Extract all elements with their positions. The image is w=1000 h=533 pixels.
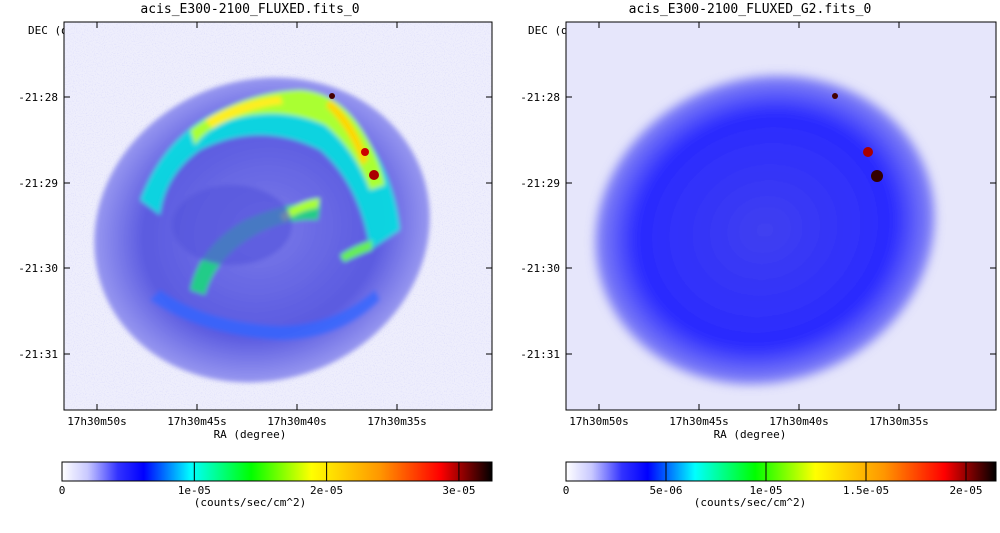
colorbar [61,461,493,482]
colorbar-tick-label: 0 [59,484,66,497]
colorbar-tick-label: 1.5e-05 [843,484,889,497]
colorbar-tick-label: 3e-05 [442,484,475,497]
ra-tick-label: 17h30m40s [769,415,829,428]
ra-tick-label: 17h30m50s [569,415,629,428]
ra-tick-marks: 17h30m50s 17h30m45s 17h30m40s 17h30m35s [569,22,929,428]
dec-tick-marks: -21:28 -21:29 -21:30 -21:31 [520,91,996,361]
colorbar-tick-label: 0 [563,484,570,497]
ra-tick-marks: 17h30m50s 17h30m45s 17h30m40s 17h30m35s [67,22,427,428]
image-title: acis_E300-2100_FLUXED_G2.fits_0 [628,2,872,17]
dec-tick-label: -21:31 [520,348,560,361]
left-figure: -21:28-21:29-21:30-21:31 17h30m50s 17h30m… [18,21,493,497]
colorbar-tick-label: 1e-05 [178,484,211,497]
ra-tick-label: 17h30m50s [67,415,127,428]
dec-tick-label: -21:29 [520,177,560,190]
right-figure: -21:28-21:29-21:30-21:31 17h30m50s 17h30m… [520,21,997,497]
ra-tick-label: 17h30m35s [367,415,427,428]
ra-axis-label: RA (degree) [713,428,787,441]
right-image-panel: acis_E300-2100_FLUXED_G2.fits_0 DEC (deg… [500,0,1000,533]
dec-tick-label: -21:28 [18,91,58,104]
ra-axis-label: RA (degree) [213,428,287,441]
dec-tick-label: -21:30 [520,262,560,275]
ra-tick-label: 17h30m45s [167,415,227,428]
ra-tick-label: 17h30m40s [267,415,327,428]
dec-tick-label: -21:29 [18,177,58,190]
colorbar-units: (counts/sec/cm^2) [193,496,307,509]
dec-tick-label: -21:30 [18,262,58,275]
colorbar [565,461,997,482]
colorbar-tick-label: 1e-05 [749,484,782,497]
left-image-panel: acis_E300-2100_FLUXED.fits_0 DEC (degree… [18,2,493,509]
left-sky-image [64,22,492,410]
colorbar-tick-label: 5e-06 [649,484,682,497]
colorbar-ticks: 0 1e-05 2e-05 3e-05 [59,462,475,497]
colorbar-tick-label: 2e-05 [949,484,982,497]
dec-tick-label: -21:28 [520,91,560,104]
colorbar-tick-label: 2e-05 [310,484,343,497]
image-title: acis_E300-2100_FLUXED.fits_0 [140,2,360,17]
colorbar-units: (counts/sec/cm^2) [693,496,807,509]
dec-tick-marks: -21:28 -21:29 -21:30 -21:31 [18,91,492,361]
ra-tick-label: 17h30m35s [869,415,929,428]
colorbar-ticks: 0 5e-06 1e-05 1.5e-05 2e-05 [563,462,983,497]
right-sky-image [566,22,996,410]
dec-tick-label: -21:31 [18,348,58,361]
ra-tick-label: 17h30m45s [669,415,729,428]
